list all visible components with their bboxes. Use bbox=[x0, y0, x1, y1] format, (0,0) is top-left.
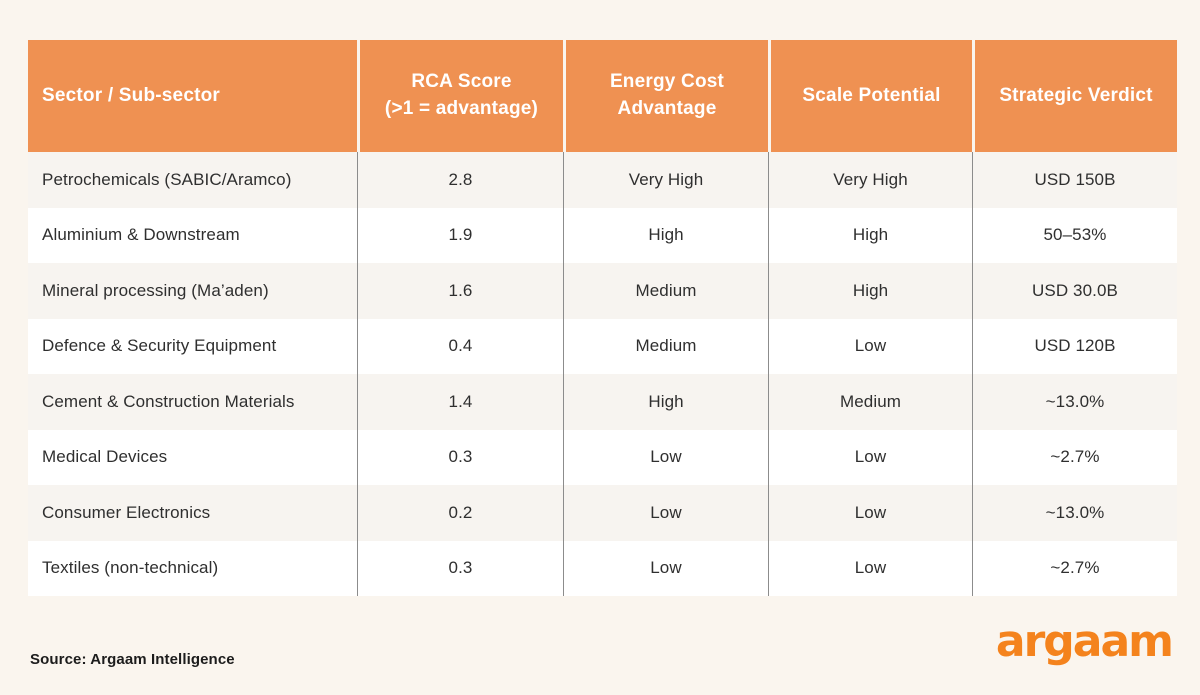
energy-cell: Low bbox=[563, 540, 768, 596]
table-row: Textiles (non-technical) 0.3 Low Low ~2.… bbox=[28, 540, 1177, 596]
rca-cell: 0.2 bbox=[357, 485, 563, 541]
scale-cell: Low bbox=[768, 318, 972, 374]
energy-cell: High bbox=[563, 374, 768, 430]
sector-advantage-table: Sector / Sub-sector RCA Score (>1 = adva… bbox=[28, 40, 1177, 596]
verdict-cell: ~2.7% bbox=[972, 540, 1177, 596]
scale-cell: High bbox=[768, 207, 972, 263]
source-note: Source: Argaam Intelligence bbox=[30, 651, 235, 668]
table-body: Petrochemicals (SABIC/Aramco) 2.8 Very H… bbox=[28, 152, 1177, 596]
header-cell-scale-potential: Scale Potential bbox=[768, 40, 972, 152]
sector-cell: Cement & Construction Materials bbox=[42, 391, 295, 411]
energy-cell: Low bbox=[563, 485, 768, 541]
table-row: Defence & Security Equipment 0.4 Medium … bbox=[28, 318, 1177, 374]
verdict-cell: 50–53% bbox=[972, 207, 1177, 263]
verdict-cell: ~2.7% bbox=[972, 429, 1177, 485]
energy-cell: Medium bbox=[563, 318, 768, 374]
sector-cell: Consumer Electronics bbox=[42, 502, 211, 522]
rca-cell: 0.4 bbox=[357, 318, 563, 374]
table-row: Aluminium & Downstream 1.9 High High 50–… bbox=[28, 207, 1177, 263]
verdict-cell: USD 120B bbox=[972, 318, 1177, 374]
scale-cell: Very High bbox=[768, 152, 972, 208]
sector-cell: Petrochemicals (SABIC/Aramco) bbox=[42, 169, 292, 189]
scale-cell: Low bbox=[768, 485, 972, 541]
verdict-cell: USD 30.0B bbox=[972, 263, 1177, 319]
verdict-cell: ~13.0% bbox=[972, 485, 1177, 541]
verdict-cell: USD 150B bbox=[972, 152, 1177, 208]
scale-cell: Medium bbox=[768, 374, 972, 430]
table-row: Consumer Electronics 0.2 Low Low ~13.0% bbox=[28, 485, 1177, 541]
rca-cell: 1.9 bbox=[357, 207, 563, 263]
energy-cell: Low bbox=[563, 429, 768, 485]
scale-cell: Low bbox=[768, 429, 972, 485]
verdict-cell: ~13.0% bbox=[972, 374, 1177, 430]
rca-cell: 2.8 bbox=[357, 152, 563, 208]
table-row: Medical Devices 0.3 Low Low ~2.7% bbox=[28, 429, 1177, 485]
table-row: Mineral processing (Ma’aden) 1.6 Medium … bbox=[28, 263, 1177, 319]
argaam-logo: argaam bbox=[995, 616, 1174, 667]
scale-cell: High bbox=[768, 263, 972, 319]
rca-cell: 1.6 bbox=[357, 263, 563, 319]
energy-cell: Very High bbox=[563, 152, 768, 208]
energy-cell: High bbox=[563, 207, 768, 263]
table-header-row: Sector / Sub-sector RCA Score (>1 = adva… bbox=[28, 40, 1177, 152]
sector-cell: Defence & Security Equipment bbox=[42, 336, 277, 356]
header-cell-energy-cost: Energy Cost Advantage bbox=[563, 40, 768, 152]
rca-cell: 0.3 bbox=[357, 429, 563, 485]
rca-cell: 1.4 bbox=[357, 374, 563, 430]
table-row: Petrochemicals (SABIC/Aramco) 2.8 Very H… bbox=[28, 152, 1177, 208]
energy-cell: Medium bbox=[563, 263, 768, 319]
header-cell-strategic-verdict: Strategic Verdict bbox=[972, 40, 1177, 152]
sector-cell: Aluminium & Downstream bbox=[42, 225, 240, 245]
rca-cell: 0.3 bbox=[357, 540, 563, 596]
sector-cell: Mineral processing (Ma’aden) bbox=[42, 280, 269, 300]
header-cell-sector: Sector / Sub-sector bbox=[28, 40, 357, 152]
sector-cell: Medical Devices bbox=[42, 447, 168, 467]
scale-cell: Low bbox=[768, 540, 972, 596]
table-row: Cement & Construction Materials 1.4 High… bbox=[28, 374, 1177, 430]
sector-cell: Textiles (non-technical) bbox=[42, 558, 219, 578]
header-cell-rca-score: RCA Score (>1 = advantage) bbox=[357, 40, 563, 152]
